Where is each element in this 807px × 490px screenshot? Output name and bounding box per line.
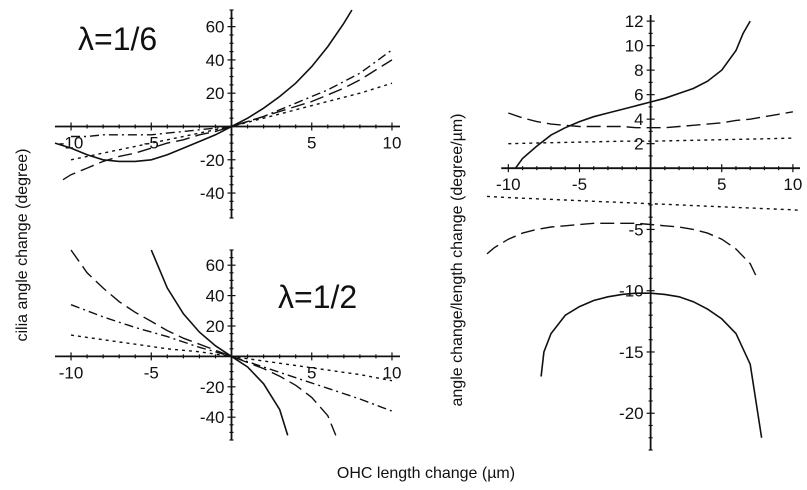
y-tick-label: -15 <box>619 343 644 362</box>
lambda-1-6-label: λ=1/6 <box>78 21 157 57</box>
y-tick-label: 4 <box>634 110 643 129</box>
y-tick-label: -40 <box>200 184 225 203</box>
series-line-solid <box>514 20 751 169</box>
series-line-long-dash <box>62 59 393 181</box>
x-tick-label: 5 <box>307 133 316 152</box>
panel-lambda-1-2: 60 40 20 -20 -40 -10 -5 5 10 <box>55 249 402 441</box>
panel-derivative: 12 10 8 6 4 2 -5 -10 -15 -20 -10 -5 5 10 <box>486 12 802 451</box>
x-tick-label: 5 <box>307 363 316 382</box>
y-tick-label: 40 <box>206 51 225 70</box>
y-tick-label: 20 <box>206 84 225 103</box>
y-tick-label: -5 <box>628 220 643 239</box>
series-line-long-dash <box>70 249 337 436</box>
x-tick-label: -5 <box>144 133 159 152</box>
y-axis-title-left: cilia angle change (degree) <box>14 148 31 341</box>
y-axis-title-right: angle change/length change (degree/µm) <box>449 114 466 407</box>
x-tick-label: -5 <box>572 175 587 194</box>
series-line-solid <box>540 292 763 438</box>
y-tick-label: -20 <box>619 404 644 423</box>
lambda-1-2-label: λ=1/2 <box>278 279 357 315</box>
x-tick-label: 10 <box>783 175 802 194</box>
x-axis-title: OHC length change (µm) <box>337 465 515 482</box>
y-tick-label: 40 <box>206 287 225 306</box>
y-tick-label: 12 <box>625 12 644 31</box>
y-tick-label: 20 <box>206 317 225 336</box>
x-tick-label: 10 <box>383 363 402 382</box>
x-tick-label: -10 <box>496 175 521 194</box>
series-line-long-dash <box>508 111 794 129</box>
series-line-dotted <box>70 334 393 382</box>
series-line-solid <box>150 249 289 436</box>
y-tick-label: -20 <box>200 151 225 170</box>
x-tick-label: 5 <box>717 175 726 194</box>
y-tick-label: 10 <box>625 37 644 56</box>
x-tick-label: -10 <box>59 363 84 382</box>
x-tick-label: -10 <box>59 133 84 152</box>
y-tick-label: 60 <box>206 18 225 37</box>
series-line-dotted <box>70 82 393 161</box>
series-line-long-dash <box>486 222 758 279</box>
y-tick-label: -10 <box>619 282 644 301</box>
series-line-dotted <box>508 137 793 145</box>
y-tick-label: 60 <box>206 256 225 275</box>
x-tick-label: 10 <box>383 133 402 152</box>
y-tick-label: 6 <box>634 86 643 105</box>
y-tick-label: -20 <box>200 378 225 397</box>
y-tick-label: 2 <box>634 135 643 154</box>
y-tick-label: -40 <box>200 408 225 427</box>
y-tick-label: 8 <box>634 61 643 80</box>
x-tick-label: -5 <box>144 363 159 382</box>
panel-lambda-1-6: 60 40 20 -20 -40 -10 -5 5 10 <box>54 9 402 219</box>
series-line-dotted <box>486 195 801 212</box>
